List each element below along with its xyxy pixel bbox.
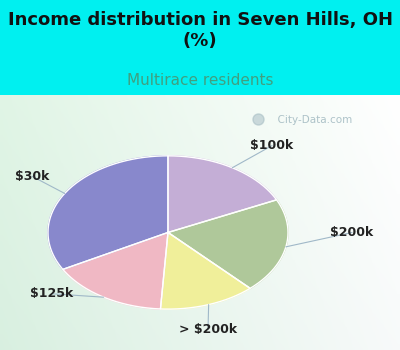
Text: $200k: $200k <box>330 226 374 239</box>
Polygon shape <box>168 200 288 288</box>
Polygon shape <box>160 232 250 309</box>
Text: $100k: $100k <box>250 139 294 152</box>
Text: Income distribution in Seven Hills, OH
(%): Income distribution in Seven Hills, OH (… <box>8 11 392 50</box>
Text: City-Data.com: City-Data.com <box>271 115 353 125</box>
Text: $125k: $125k <box>30 287 74 300</box>
Polygon shape <box>63 232 168 309</box>
Polygon shape <box>48 156 168 270</box>
Polygon shape <box>168 156 276 232</box>
Text: $30k: $30k <box>15 170 49 183</box>
Text: > $200k: > $200k <box>179 323 237 336</box>
Text: Multirace residents: Multirace residents <box>127 73 273 88</box>
